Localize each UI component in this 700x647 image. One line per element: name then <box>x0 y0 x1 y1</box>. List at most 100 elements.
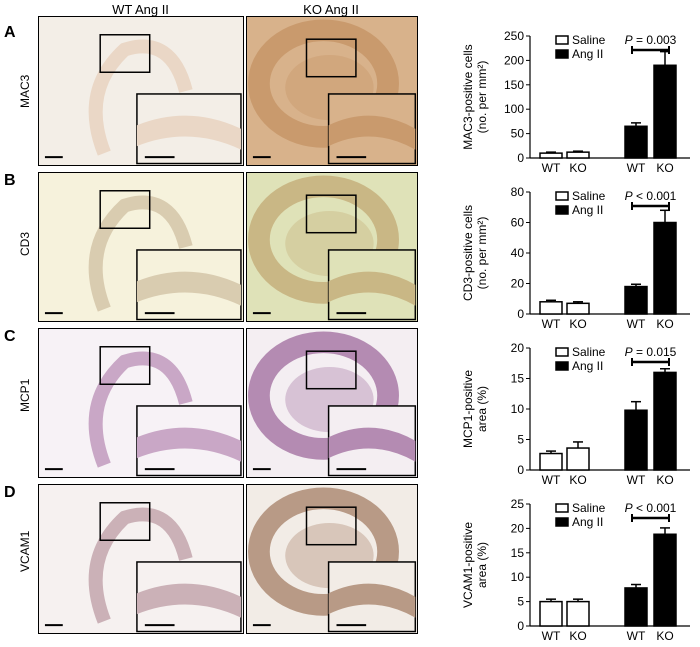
micrograph-cd3-ko <box>246 172 418 322</box>
y-tick-label: 25 <box>511 497 525 511</box>
vessel-wall <box>88 195 193 312</box>
micrograph-mcp1-wt <box>38 328 244 478</box>
column-header-wt: WT Ang II <box>112 2 169 17</box>
y-axis-label: (no. per mm²) <box>475 61 489 134</box>
bar <box>566 151 590 159</box>
legend-swatch-saline <box>555 191 569 201</box>
y-tick-label: 0 <box>517 463 524 477</box>
y-tick-label: 15 <box>511 372 525 386</box>
y-tick-label: 50 <box>511 127 525 141</box>
bar <box>624 125 648 159</box>
p-value: P = 0.015 <box>625 345 677 359</box>
roi-box <box>305 38 357 78</box>
x-tick-label: KO <box>656 161 673 175</box>
y-tick-label: 200 <box>504 53 524 67</box>
x-tick-label: KO <box>569 317 586 331</box>
vessel-wall <box>248 487 399 616</box>
y-tick-label: 10 <box>511 402 525 416</box>
bar <box>566 600 590 627</box>
y-tick-label: 40 <box>511 246 525 260</box>
bar <box>653 221 677 315</box>
panel-letter-b: B <box>4 172 16 189</box>
micrograph-cd3-wt <box>38 172 244 322</box>
legend-swatch-angii <box>555 517 569 527</box>
y-axis-label: CD3-positive cells <box>461 205 475 301</box>
bar <box>624 285 648 315</box>
y-axis-label: VCAM1-positive <box>461 522 475 608</box>
bar <box>539 452 563 471</box>
roi-box <box>305 194 357 234</box>
roi-box <box>99 346 151 385</box>
inset-tissue <box>328 271 416 306</box>
x-tick-label: KO <box>656 473 673 487</box>
bar-chart-1: MAC3-positive cells (no. per mm²) 0 50 100 15… <box>0 16 700 177</box>
y-axis-label: (no. per mm²) <box>475 217 489 290</box>
legend-label-saline: Saline <box>572 501 606 515</box>
legend-label-saline: Saline <box>572 345 606 359</box>
panel-letter-d: D <box>4 484 16 501</box>
roi-box <box>305 506 357 546</box>
bar <box>653 64 677 159</box>
bar <box>624 409 648 471</box>
inset-tissue <box>328 583 416 618</box>
inset-tissue <box>328 115 416 150</box>
bar <box>566 447 590 471</box>
micrograph-mcp1-ko <box>246 328 418 478</box>
legend-label-saline: Saline <box>572 33 606 47</box>
inset-tissue <box>328 427 416 462</box>
y-tick-label: 10 <box>511 570 525 584</box>
micrograph-vcam1-ko <box>246 484 418 634</box>
vessel-wall <box>88 351 193 468</box>
legend-label-saline: Saline <box>572 189 606 203</box>
x-tick-label: KO <box>569 161 586 175</box>
x-tick-label: WT <box>627 473 646 487</box>
y-tick-label: 20 <box>511 341 525 355</box>
legend-label-angii: Ang II <box>572 47 603 61</box>
inset-tissue <box>136 271 241 306</box>
legend-swatch-angii <box>555 361 569 371</box>
y-tick-label: 250 <box>504 29 524 43</box>
roi-box <box>305 350 357 390</box>
vessel-wall <box>88 39 193 156</box>
bar <box>566 302 590 315</box>
x-tick-label: WT <box>627 161 646 175</box>
inset-tissue <box>136 427 241 462</box>
legend-label-angii: Ang II <box>572 203 603 217</box>
inset-tissue <box>136 115 241 150</box>
y-tick-label: 0 <box>517 619 524 633</box>
x-tick-label: WT <box>542 629 561 643</box>
vessel-wall <box>248 331 399 460</box>
legend-label-angii: Ang II <box>572 515 603 529</box>
x-tick-label: WT <box>627 317 646 331</box>
legend-swatch-saline <box>555 35 569 45</box>
y-tick-label: 80 <box>511 185 525 199</box>
y-tick-label: 0 <box>517 307 524 321</box>
y-axis-label: MCP1-positive <box>461 370 475 448</box>
bar <box>653 533 677 627</box>
column-header-ko: KO Ang II <box>303 2 359 17</box>
micrograph-mac3-wt <box>38 16 244 166</box>
y-tick-label: 20 <box>511 277 525 291</box>
y-tick-label: 60 <box>511 216 525 230</box>
y-tick-label: 0 <box>517 151 524 165</box>
y-tick-label: 150 <box>504 78 524 92</box>
roi-box <box>99 34 151 73</box>
legend-swatch-saline <box>555 347 569 357</box>
p-value: P < 0.001 <box>625 501 677 515</box>
panel-letter-c: C <box>4 328 16 345</box>
bar <box>624 587 648 627</box>
bar <box>539 600 563 627</box>
x-tick-label: KO <box>656 629 673 643</box>
x-tick-label: KO <box>569 473 586 487</box>
bar-chart-4: VCAM1-positive area (%) 0 5 10 15 20 25 WT KO WT KO… <box>0 484 700 645</box>
vessel-wall <box>248 175 399 304</box>
bar <box>539 152 563 159</box>
x-tick-label: WT <box>542 473 561 487</box>
bar <box>653 371 677 471</box>
micrograph-vcam1-wt <box>38 484 244 634</box>
bar-chart-3: MCP1-positive area (%) 0 5 10 15 20 WT KO WT KO Sal… <box>0 328 700 489</box>
panel-letter-a: A <box>4 24 16 41</box>
x-tick-label: KO <box>569 629 586 643</box>
legend-swatch-saline <box>555 503 569 513</box>
legend-label-angii: Ang II <box>572 359 603 373</box>
